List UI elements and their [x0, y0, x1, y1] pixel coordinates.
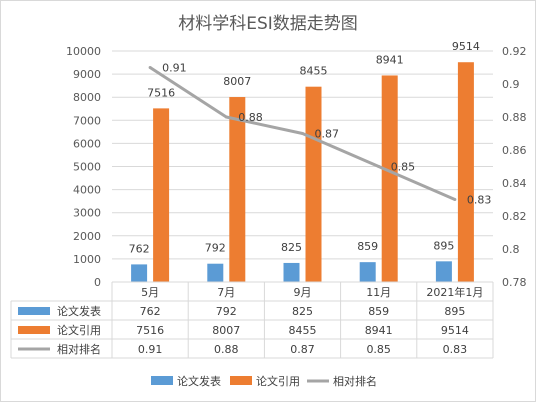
bar-publications — [131, 264, 148, 282]
bar-data-label: 895 — [433, 239, 454, 252]
y-right-tick-label: 0.86 — [502, 144, 527, 157]
line-data-label: 0.83 — [467, 194, 492, 207]
bar-data-label: 8007 — [223, 75, 251, 88]
y-right-tick-label: 0.82 — [502, 210, 527, 223]
line-data-label: 0.88 — [238, 111, 262, 124]
y-right-tick-label: 0.88 — [502, 111, 527, 124]
line-point — [148, 66, 152, 69]
data-labels: 762 792 825 859 895 7516 8007 8455 8941 9514 0.91 0… — [129, 40, 492, 255]
y-left-tick-label: 2000 — [73, 230, 101, 243]
table-cell: 762 — [140, 305, 161, 318]
bar-citations — [457, 62, 474, 283]
bar-citations — [153, 108, 170, 282]
line-data-label: 0.91 — [162, 62, 187, 75]
axes: 0 1000 2000 3000 4000 5000 6000 7000 8000 9000 100… — [66, 45, 527, 289]
x-category-label: 5月 — [141, 286, 159, 299]
bar-publications — [207, 263, 224, 282]
line-point — [224, 115, 228, 119]
bar-data-label: 9514 — [452, 40, 480, 53]
table-cell: 825 — [292, 305, 313, 318]
y-left-tick-label: 4000 — [73, 184, 101, 197]
bar-data-label: 792 — [205, 242, 226, 255]
line-point — [453, 198, 457, 201]
line-point — [377, 165, 381, 168]
legend-label: 论文引用 — [256, 374, 300, 388]
table-series-name: 论文发表 — [57, 304, 101, 318]
y-right-tick-label: 0.84 — [502, 177, 527, 190]
y-left-tick-label: 1000 — [73, 253, 101, 266]
y-right-tick-label: 0.92 — [502, 45, 527, 58]
y-left-tick-label: 5000 — [73, 161, 101, 174]
chart-title: 材料学科ESI数据走势图 — [178, 14, 358, 34]
y-left-tick-label: 7000 — [73, 114, 101, 127]
bar-data-label: 859 — [357, 240, 378, 253]
legend-key — [230, 376, 252, 385]
table-cell: 0.88 — [214, 343, 239, 356]
legend: 论文发表 论文引用 相对排名 — [151, 374, 377, 388]
table-cell: 8941 — [365, 324, 393, 337]
rank-line — [148, 66, 457, 201]
table-cell: 0.85 — [366, 343, 391, 356]
x-category-label: 9月 — [294, 286, 312, 299]
gridlines — [112, 50, 493, 283]
table-legend-key — [18, 307, 50, 315]
legend-label: 论文发表 — [177, 374, 221, 388]
y-left-tick-label: 10000 — [66, 45, 101, 58]
bar-publications — [359, 262, 376, 282]
bar-data-label: 7516 — [147, 86, 175, 99]
table-cell: 0.83 — [443, 343, 468, 356]
y-left-tick-label: 0 — [94, 276, 101, 289]
table-cell: 792 — [216, 305, 237, 318]
table-cell: 7516 — [136, 324, 164, 337]
bar-data-label: 8941 — [376, 53, 404, 66]
bar-publications — [435, 261, 452, 282]
legend-key — [151, 376, 173, 385]
x-category-label: 7月 — [217, 286, 235, 299]
bar-publications — [283, 262, 300, 282]
y-right-tick-label: 0.78 — [502, 276, 527, 289]
bar-data-label: 8455 — [300, 65, 328, 78]
y-left-tick-label: 3000 — [73, 207, 101, 220]
table-cell: 8455 — [289, 324, 317, 337]
table-series-name: 相对排名 — [57, 342, 101, 356]
table-cell: 9514 — [441, 324, 469, 337]
x-category-label: 2021年1月 — [426, 285, 483, 299]
legend-label: 相对排名 — [333, 374, 377, 388]
y-left-tick-label: 9000 — [73, 68, 101, 81]
x-category-label: 11月 — [366, 286, 391, 299]
y-left-tick-label: 6000 — [73, 137, 101, 150]
bars — [131, 62, 474, 283]
table-cell: 8007 — [212, 324, 240, 337]
y-right-tick-label: 0.9 — [502, 78, 520, 91]
bar-data-label: 825 — [281, 241, 302, 254]
line-data-label: 0.85 — [391, 161, 416, 174]
table-cell: 895 — [444, 305, 465, 318]
bar-data-label: 762 — [129, 242, 150, 255]
line-point — [301, 132, 304, 135]
table-cell: 859 — [368, 305, 389, 318]
bar-citations — [229, 97, 246, 282]
table-cell: 0.87 — [290, 343, 315, 356]
y-left-tick-label: 8000 — [73, 91, 101, 104]
table-legend-key — [18, 326, 50, 334]
y-right-tick-label: 0.8 — [502, 243, 520, 256]
table-cell: 0.91 — [138, 343, 163, 356]
line-data-label: 0.87 — [315, 128, 340, 141]
bar-citations — [305, 86, 322, 282]
table-series-name: 论文引用 — [57, 323, 101, 337]
bar-citations — [381, 75, 398, 283]
